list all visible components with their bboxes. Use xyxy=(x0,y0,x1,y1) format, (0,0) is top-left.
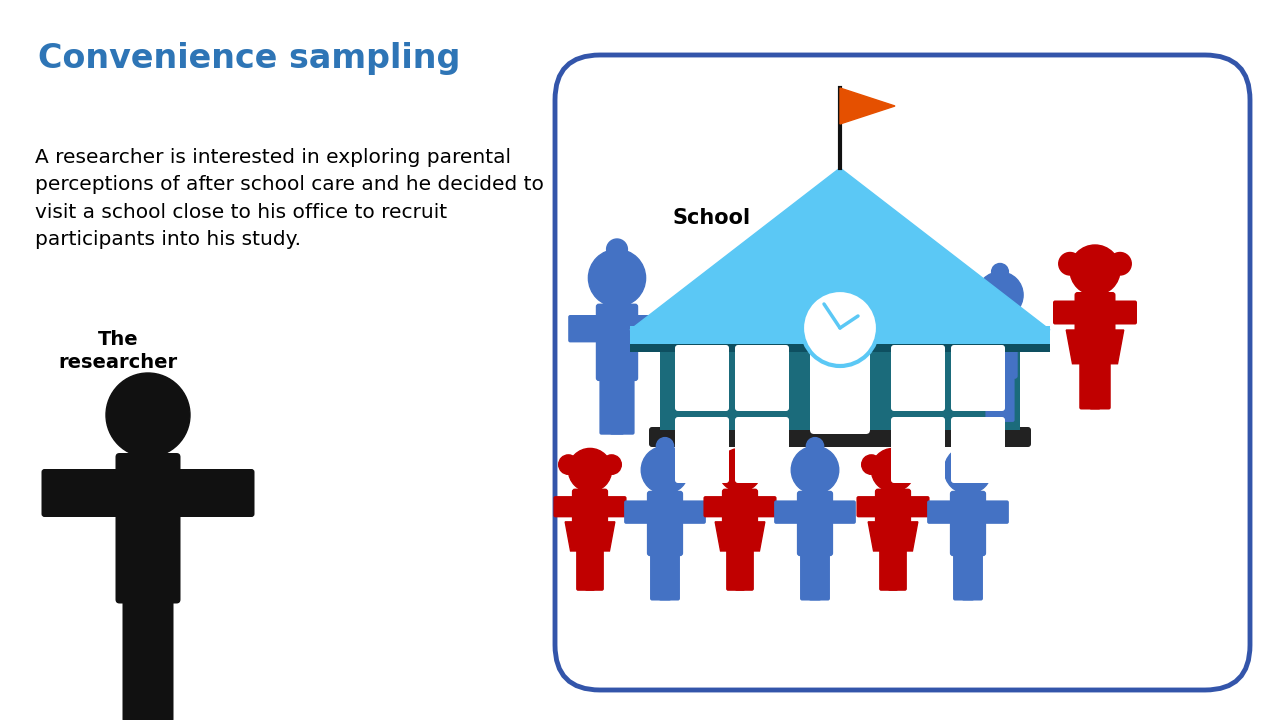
FancyBboxPatch shape xyxy=(115,453,180,603)
Bar xyxy=(630,344,1050,352)
FancyBboxPatch shape xyxy=(961,552,983,600)
FancyBboxPatch shape xyxy=(879,549,899,591)
FancyBboxPatch shape xyxy=(950,491,986,556)
FancyBboxPatch shape xyxy=(585,549,604,591)
Bar xyxy=(660,330,1020,430)
Text: A researcher is interested in exploring parental
perceptions of after school car: A researcher is interested in exploring … xyxy=(35,148,544,248)
Circle shape xyxy=(718,449,762,492)
FancyBboxPatch shape xyxy=(676,500,705,524)
Polygon shape xyxy=(840,88,895,124)
FancyBboxPatch shape xyxy=(826,500,856,524)
Circle shape xyxy=(806,438,823,455)
FancyBboxPatch shape xyxy=(751,496,777,518)
Circle shape xyxy=(568,449,612,492)
Polygon shape xyxy=(630,168,1050,330)
FancyBboxPatch shape xyxy=(595,304,639,381)
FancyBboxPatch shape xyxy=(856,496,882,518)
FancyBboxPatch shape xyxy=(649,427,1030,447)
FancyBboxPatch shape xyxy=(1053,300,1082,325)
FancyBboxPatch shape xyxy=(954,552,974,600)
FancyBboxPatch shape xyxy=(675,417,730,483)
FancyBboxPatch shape xyxy=(650,552,671,600)
FancyBboxPatch shape xyxy=(979,500,1009,524)
FancyBboxPatch shape xyxy=(735,417,788,483)
Circle shape xyxy=(602,455,621,474)
FancyBboxPatch shape xyxy=(1079,361,1101,410)
Circle shape xyxy=(872,449,915,492)
FancyBboxPatch shape xyxy=(659,552,680,600)
Circle shape xyxy=(992,264,1009,280)
Circle shape xyxy=(657,438,673,455)
FancyBboxPatch shape xyxy=(888,549,906,591)
Circle shape xyxy=(1059,253,1082,275)
FancyBboxPatch shape xyxy=(553,496,579,518)
FancyBboxPatch shape xyxy=(800,552,822,600)
FancyBboxPatch shape xyxy=(1089,361,1111,410)
FancyBboxPatch shape xyxy=(1108,300,1137,325)
FancyBboxPatch shape xyxy=(993,374,1015,422)
Circle shape xyxy=(861,455,881,474)
FancyBboxPatch shape xyxy=(951,417,1005,483)
Polygon shape xyxy=(1066,330,1124,364)
Text: Convenience sampling: Convenience sampling xyxy=(38,42,461,75)
Circle shape xyxy=(1070,245,1120,295)
FancyBboxPatch shape xyxy=(904,496,929,518)
FancyBboxPatch shape xyxy=(134,596,174,720)
FancyBboxPatch shape xyxy=(960,325,989,347)
Polygon shape xyxy=(566,522,614,551)
Circle shape xyxy=(905,455,924,474)
FancyBboxPatch shape xyxy=(927,500,957,524)
FancyBboxPatch shape xyxy=(891,345,945,411)
Circle shape xyxy=(607,239,627,260)
FancyBboxPatch shape xyxy=(774,500,804,524)
FancyBboxPatch shape xyxy=(41,469,131,517)
FancyBboxPatch shape xyxy=(986,374,1006,422)
FancyBboxPatch shape xyxy=(576,549,595,591)
FancyBboxPatch shape xyxy=(891,417,945,483)
FancyBboxPatch shape xyxy=(1074,292,1115,351)
FancyBboxPatch shape xyxy=(876,489,911,540)
FancyBboxPatch shape xyxy=(572,489,608,540)
Circle shape xyxy=(558,455,579,474)
Polygon shape xyxy=(868,522,918,551)
Circle shape xyxy=(803,290,878,366)
FancyBboxPatch shape xyxy=(726,549,745,591)
Circle shape xyxy=(945,446,992,494)
FancyBboxPatch shape xyxy=(631,315,666,343)
FancyBboxPatch shape xyxy=(646,491,684,556)
Circle shape xyxy=(709,455,728,474)
Bar xyxy=(630,326,1050,348)
Circle shape xyxy=(106,373,189,457)
FancyBboxPatch shape xyxy=(735,549,754,591)
FancyBboxPatch shape xyxy=(625,500,654,524)
Polygon shape xyxy=(716,522,765,551)
FancyBboxPatch shape xyxy=(704,496,730,518)
Text: School: School xyxy=(672,208,750,228)
FancyBboxPatch shape xyxy=(951,345,1005,411)
FancyBboxPatch shape xyxy=(1011,325,1039,347)
Circle shape xyxy=(641,446,689,494)
FancyBboxPatch shape xyxy=(123,596,161,720)
FancyBboxPatch shape xyxy=(722,489,758,540)
FancyBboxPatch shape xyxy=(599,376,625,435)
FancyBboxPatch shape xyxy=(982,315,1018,379)
Circle shape xyxy=(960,438,977,455)
Circle shape xyxy=(791,446,838,494)
FancyBboxPatch shape xyxy=(810,344,870,434)
FancyBboxPatch shape xyxy=(609,376,635,435)
FancyBboxPatch shape xyxy=(602,496,627,518)
FancyBboxPatch shape xyxy=(166,469,255,517)
Circle shape xyxy=(751,455,772,474)
FancyBboxPatch shape xyxy=(797,491,833,556)
FancyBboxPatch shape xyxy=(568,315,603,343)
FancyBboxPatch shape xyxy=(809,552,829,600)
FancyBboxPatch shape xyxy=(675,345,730,411)
Circle shape xyxy=(589,249,645,307)
Circle shape xyxy=(1108,253,1132,275)
Text: The
researcher: The researcher xyxy=(59,330,178,372)
Circle shape xyxy=(977,272,1023,318)
FancyBboxPatch shape xyxy=(735,345,788,411)
